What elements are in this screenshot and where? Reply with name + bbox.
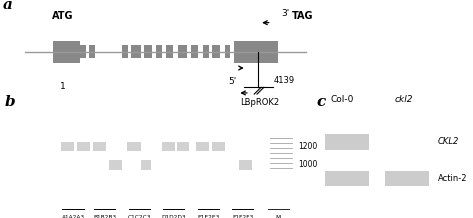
Bar	[211, 142, 225, 152]
Bar	[122, 45, 128, 58]
Text: ckl2: ckl2	[394, 95, 413, 104]
Bar	[162, 142, 175, 152]
Bar	[324, 134, 368, 150]
Bar	[127, 142, 140, 152]
Bar	[191, 45, 198, 58]
Bar	[77, 142, 90, 152]
Bar	[385, 171, 429, 186]
Text: TAG: TAG	[292, 11, 314, 21]
Text: ATG: ATG	[52, 11, 73, 21]
Bar	[177, 142, 189, 152]
Bar	[144, 45, 151, 58]
Bar	[109, 160, 122, 170]
Text: Col-0: Col-0	[331, 95, 354, 104]
Bar	[196, 142, 210, 152]
Bar	[324, 171, 368, 186]
Bar	[93, 142, 106, 152]
Bar	[61, 142, 74, 152]
Text: CKL2: CKL2	[438, 137, 459, 146]
Text: 1: 1	[60, 82, 65, 91]
Text: A1A2A3: A1A2A3	[61, 215, 85, 218]
Text: LBpROK2: LBpROK2	[240, 98, 279, 107]
Text: 3': 3'	[281, 9, 289, 18]
Text: 1000: 1000	[298, 160, 317, 169]
Bar	[131, 45, 140, 58]
Bar	[234, 41, 278, 63]
Bar	[156, 45, 162, 58]
Bar	[53, 41, 79, 63]
Bar	[212, 45, 220, 58]
Bar	[203, 45, 209, 58]
Bar	[140, 160, 151, 170]
Bar	[178, 45, 187, 58]
Text: E1E2E3: E1E2E3	[197, 215, 219, 218]
Bar	[79, 45, 86, 58]
Text: M: M	[276, 215, 281, 218]
Bar	[89, 45, 96, 58]
Bar	[166, 45, 174, 58]
Text: c: c	[317, 95, 326, 109]
Text: a: a	[3, 0, 13, 12]
Text: D1D2D3: D1D2D3	[161, 215, 186, 218]
Text: F1F2F3: F1F2F3	[232, 215, 253, 218]
Text: 4139: 4139	[273, 76, 294, 85]
Bar	[225, 45, 230, 58]
Text: Actin-2: Actin-2	[438, 174, 467, 183]
Bar	[238, 160, 252, 170]
Text: 1200: 1200	[298, 142, 317, 151]
Text: C1C2C3: C1C2C3	[128, 215, 151, 218]
Text: b: b	[5, 95, 15, 109]
Text: B1B2B3: B1B2B3	[93, 215, 116, 218]
Text: 5': 5'	[228, 77, 236, 86]
